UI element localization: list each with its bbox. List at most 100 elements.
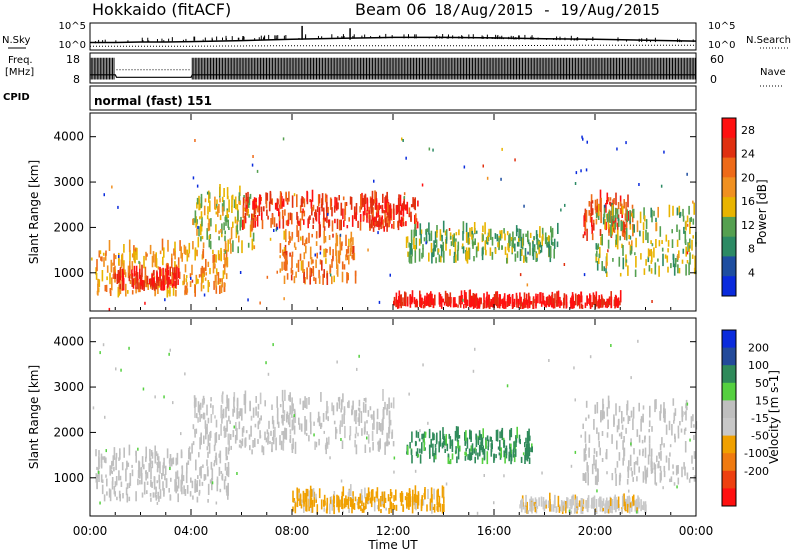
frequency-panel-frame	[89, 52, 697, 84]
velocity-mark	[265, 361, 267, 365]
velocity-mark	[223, 479, 226, 490]
power-mark	[349, 196, 352, 205]
power-mark	[665, 234, 668, 242]
velocity-mark	[478, 445, 481, 457]
velocity-mark	[241, 438, 244, 447]
velocity-mark	[634, 500, 637, 512]
power-mark	[224, 282, 226, 287]
power-mark	[328, 235, 331, 240]
power-mark	[431, 252, 433, 264]
power-mark	[547, 236, 549, 241]
velocity-mark	[655, 399, 657, 410]
power-mark	[339, 233, 342, 237]
velocity-mark	[304, 428, 306, 435]
velocity-mark	[127, 462, 130, 467]
velocity-mark	[203, 435, 205, 444]
velocity-mark	[143, 481, 146, 495]
power-panel-frame	[89, 112, 697, 312]
velocity-mark	[414, 469, 417, 473]
velocity-mark	[630, 442, 632, 446]
power-mark	[285, 229, 287, 243]
power-mark	[173, 273, 175, 287]
velocity-mark	[668, 420, 671, 431]
power-mark	[462, 298, 464, 302]
power-mark	[281, 196, 283, 209]
power-mark	[129, 260, 131, 270]
power-mark	[314, 211, 316, 217]
power-mark	[448, 296, 450, 306]
velocity-mark	[640, 499, 642, 512]
power-mark	[375, 211, 378, 218]
power-mark	[146, 275, 149, 285]
power-colorbar-swatch	[722, 216, 736, 238]
power-mark	[613, 223, 615, 228]
power-colorbar-swatch	[722, 236, 736, 257]
power-mark	[310, 257, 313, 265]
velocity-mark	[126, 493, 129, 503]
power-mark	[527, 230, 529, 243]
velocity-mark	[632, 406, 635, 419]
velocity-mark	[388, 421, 391, 434]
power-mark	[414, 223, 416, 237]
power-mark	[407, 251, 409, 257]
velocity-mark	[514, 449, 517, 457]
power-mark	[268, 201, 271, 212]
velocity-mark	[601, 500, 604, 513]
velocity-mark	[474, 447, 476, 451]
power-mark	[229, 238, 231, 244]
velocity-mark	[146, 481, 149, 485]
velocity-colorbar-label: Velocity [m s-1]	[767, 370, 781, 464]
velocity-mark	[422, 363, 424, 367]
power-mark	[634, 269, 637, 277]
velocity-mark	[344, 425, 346, 439]
velocity-mark	[642, 405, 645, 410]
power-mark	[373, 222, 376, 226]
velocity-mark	[252, 440, 254, 448]
velocity-mark	[215, 457, 218, 466]
power-mark	[209, 200, 211, 212]
power-mark	[401, 137, 403, 141]
velocity-mark	[369, 447, 371, 453]
velocity-mark	[366, 420, 368, 424]
velocity-mark	[155, 486, 157, 494]
velocity-mark	[119, 448, 121, 460]
power-mark	[430, 291, 432, 303]
power-mark	[483, 300, 486, 309]
power-mark	[378, 300, 381, 304]
velocity-mark	[260, 415, 262, 421]
power-mark	[483, 293, 485, 303]
velocity-mark	[369, 497, 372, 504]
velocity-mark	[195, 459, 197, 471]
power-mark	[345, 249, 348, 258]
power-mark	[405, 292, 407, 304]
power-mark	[603, 213, 605, 218]
power-mark	[438, 254, 441, 263]
power-mark	[643, 215, 646, 222]
power-mark	[166, 265, 169, 276]
power-mark	[133, 265, 136, 277]
power-mark	[539, 250, 542, 254]
velocity-mark	[588, 434, 591, 443]
power-mark	[555, 303, 558, 307]
power-mark	[533, 236, 535, 240]
velocity-mark	[464, 455, 467, 461]
power-mark	[400, 216, 403, 227]
velocity-mark	[626, 503, 629, 513]
velocity-mark	[642, 448, 644, 453]
power-mark	[685, 220, 687, 231]
power-mark	[209, 267, 211, 275]
velocity-mark	[675, 465, 678, 476]
power-mark	[625, 228, 628, 241]
power-mark	[291, 195, 294, 208]
velocity-mark	[526, 431, 529, 444]
power-mark	[291, 269, 294, 275]
power-mark	[482, 302, 485, 309]
velocity-mark	[235, 422, 237, 431]
velocity-mark	[275, 437, 277, 451]
velocity-mark	[142, 387, 145, 391]
power-mark	[537, 293, 539, 304]
velocity-mark	[143, 464, 145, 470]
power-mark	[525, 293, 528, 305]
velocity-mark	[677, 432, 680, 439]
velocity-mark	[635, 498, 638, 512]
